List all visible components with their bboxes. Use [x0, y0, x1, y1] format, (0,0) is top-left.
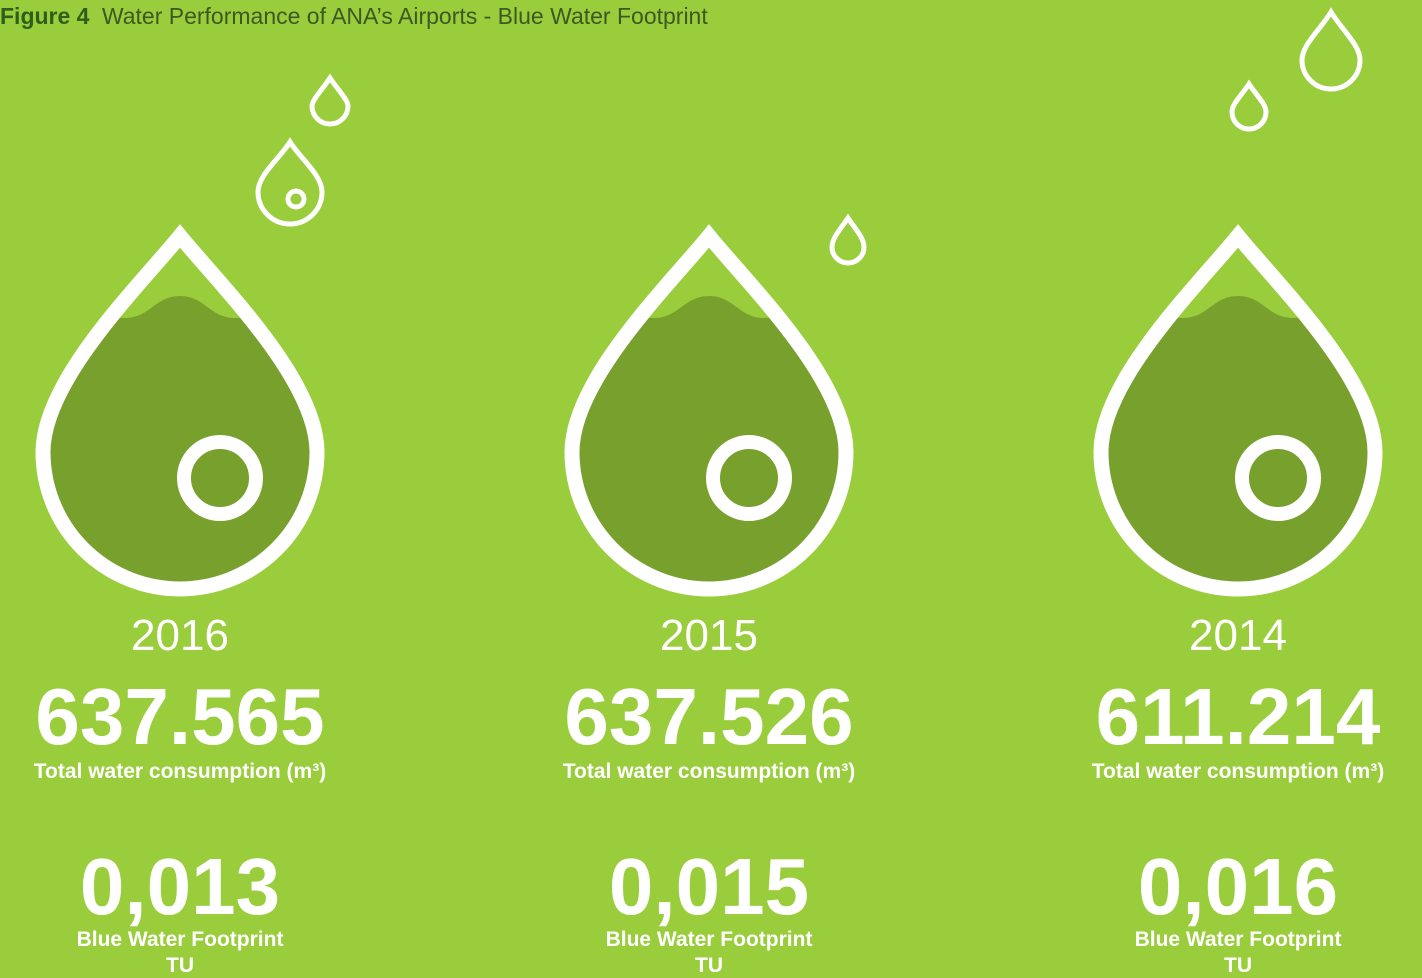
- figure-header: Figure 4 Water Performance of ANA’s Airp…: [0, 3, 708, 29]
- footprint-unit: TU: [695, 954, 723, 977]
- year: 2014: [1189, 611, 1287, 660]
- footprint-value: 0,016: [1138, 842, 1338, 931]
- infographic: Figure 4 Water Performance of ANA’s Airp…: [0, 0, 1422, 978]
- consumption-value: 611.214: [1096, 672, 1381, 761]
- footprint-label: Blue Water Footprint: [606, 928, 813, 951]
- consumption-label: Total water consumption (m³): [1092, 760, 1384, 783]
- consumption-label: Total water consumption (m³): [563, 760, 855, 783]
- consumption-value: 637.526: [564, 672, 853, 761]
- consumption-value: 637.565: [35, 672, 324, 761]
- footprint-value: 0,015: [609, 842, 809, 931]
- page: Figure 4 Water Performance of ANA’s Airp…: [0, 0, 1422, 978]
- figure-title: Water Performance of ANA’s Airports - Bl…: [102, 3, 708, 29]
- figure-label: Figure 4: [0, 3, 90, 29]
- footprint-label: Blue Water Footprint: [1135, 928, 1342, 951]
- footprint-unit: TU: [1224, 954, 1252, 977]
- footprint-label: Blue Water Footprint: [77, 928, 284, 951]
- year: 2015: [660, 611, 758, 660]
- footprint-unit: TU: [166, 954, 194, 977]
- consumption-label: Total water consumption (m³): [34, 760, 326, 783]
- footprint-value: 0,013: [80, 842, 280, 931]
- year: 2016: [131, 611, 229, 660]
